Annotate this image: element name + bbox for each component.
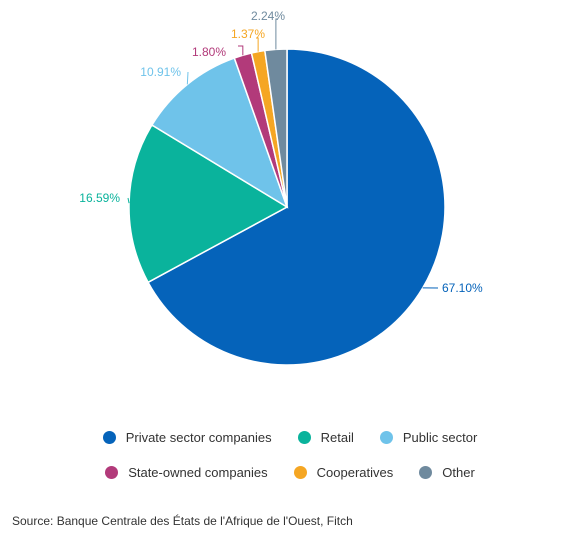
- legend-label-cooperatives: Cooperatives: [316, 465, 394, 480]
- data-label-private-sector-companies: 67.10%: [442, 281, 483, 295]
- data-label-state-owned-companies: 1.80%: [192, 45, 226, 59]
- legend-marker-cooperatives: [293, 466, 307, 479]
- pie-data-labels: 67.10% 16.59% 10.91% 1.80% 1.37% 2.24%: [79, 9, 483, 295]
- legend-marker-state-owned-companies: [105, 466, 119, 479]
- legend-marker-public-sector: [379, 431, 393, 444]
- legend-label-other: Other: [442, 465, 475, 480]
- legend-marker-other: [419, 466, 433, 479]
- legend-label-state-owned-companies: State-owned companies: [128, 465, 268, 480]
- data-label-retail: 16.59%: [79, 191, 120, 205]
- legend-marker-private-sector-companies: [102, 431, 116, 444]
- pie-slice-retail[interactable]: [128, 123, 289, 284]
- legend-item-retail[interactable]: Retail: [297, 430, 354, 445]
- legend-item-private-sector-companies[interactable]: Private sector companies: [102, 430, 272, 445]
- label-connector-state-owned-companies: [238, 45, 244, 56]
- label-connector-other: [275, 18, 278, 50]
- label-connector-retail: [127, 197, 130, 204]
- legend-item-public-sector[interactable]: Public sector: [379, 430, 478, 445]
- legend-row-2: State-owned companies Cooperatives Other: [0, 465, 580, 480]
- label-connector-cooperatives: [256, 37, 259, 52]
- legend-item-cooperatives[interactable]: Cooperatives: [293, 465, 394, 480]
- legend-item-state-owned-companies[interactable]: State-owned companies: [105, 465, 268, 480]
- data-label-public-sector: 10.91%: [140, 65, 181, 79]
- pie-slices: [128, 48, 446, 366]
- data-label-cooperatives: 1.37%: [231, 27, 265, 41]
- legend-row-1: Private sector companies Retail Public s…: [0, 430, 580, 445]
- legend-marker-retail: [297, 431, 311, 444]
- legend-item-other[interactable]: Other: [419, 465, 475, 480]
- data-label-other: 2.24%: [251, 9, 285, 23]
- legend-label-public-sector: Public sector: [402, 430, 478, 445]
- label-connector-public-sector: [186, 71, 189, 85]
- pie-slice-public-sector[interactable]: [150, 57, 289, 209]
- source-note: Source: Banque Centrale des États de l'A…: [12, 514, 353, 528]
- legend-label-private-sector-companies: Private sector companies: [125, 430, 272, 445]
- legend-label-retail: Retail: [320, 430, 354, 445]
